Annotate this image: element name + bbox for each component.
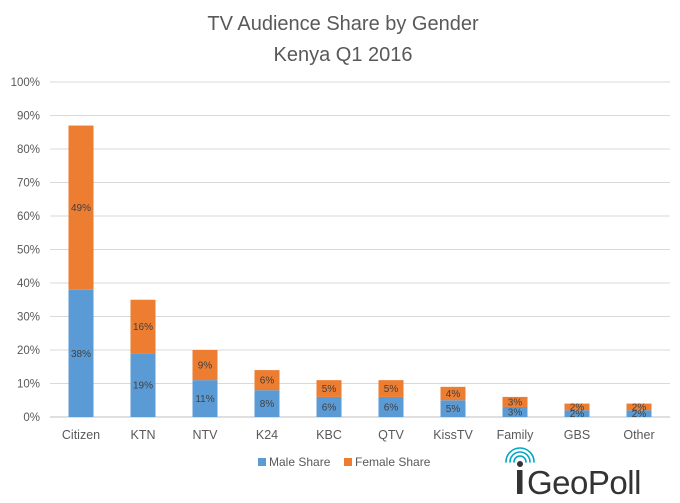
data-label: 6%: [384, 402, 399, 413]
x-category-label: Other: [623, 428, 654, 442]
bar-male-kisstv: [440, 400, 466, 417]
y-tick-label: 50%: [17, 245, 40, 257]
y-tick-label: 90%: [17, 111, 40, 123]
data-label: 5%: [322, 384, 337, 395]
bar-female-other: [626, 403, 652, 411]
y-tick-label: 40%: [17, 278, 40, 290]
legend-swatch-male: [258, 458, 266, 466]
data-label: 49%: [71, 203, 91, 214]
bar-female-ktn: [130, 299, 156, 354]
x-category-label: KBC: [316, 428, 342, 442]
data-label: 2%: [632, 402, 647, 413]
bar-male-gbs: [564, 410, 590, 417]
legend-label-female: Female Share: [355, 455, 431, 469]
data-label: 5%: [446, 404, 461, 415]
logo-text-rest: eoPoll: [552, 464, 641, 501]
data-label: 6%: [260, 376, 275, 387]
x-category-label: Citizen: [62, 428, 100, 442]
y-tick-label: 0%: [23, 412, 40, 424]
y-tick-label: 30%: [17, 312, 40, 324]
data-label: 2%: [632, 409, 647, 420]
bar-male-kbc: [316, 396, 342, 417]
geopoll-logo: GeoPoll: [505, 447, 641, 501]
chart-title-line-1: TV Audience Share by Gender: [207, 13, 479, 35]
x-category-label: Family: [497, 428, 535, 442]
bar-male-qtv: [378, 396, 404, 417]
legend-label-male: Male Share: [269, 455, 331, 469]
logo-letter-g: G: [527, 464, 552, 501]
y-tick-label: 10%: [17, 379, 40, 391]
bar-male-k24: [254, 390, 280, 417]
bar-male-citizen: [68, 289, 94, 417]
y-tick-label: 70%: [17, 178, 40, 190]
bars: 38%49%19%16%11%9%8%6%6%5%6%5%5%4%3%3%2%2…: [68, 125, 652, 420]
bar-male-ktn: [130, 353, 156, 417]
data-label: 3%: [508, 407, 523, 418]
logo-i-stem: [517, 470, 523, 494]
bar-female-ntv: [192, 350, 218, 381]
bar-female-kbc: [316, 380, 342, 397]
x-category-label: KissTV: [433, 428, 473, 442]
data-label: 8%: [260, 399, 275, 410]
y-tick-label: 100%: [11, 77, 40, 89]
bar-male-ntv: [192, 380, 218, 417]
data-label: 38%: [71, 349, 91, 360]
x-category-label: KTN: [131, 428, 156, 442]
chart-title-line-2: Kenya Q1 2016: [274, 44, 413, 66]
x-category-label: QTV: [378, 428, 404, 442]
y-tick-label: 60%: [17, 211, 40, 223]
bar-female-family: [502, 396, 528, 407]
data-label: 16%: [133, 322, 153, 333]
bar-female-kisstv: [440, 386, 466, 401]
y-tick-label: 80%: [17, 144, 40, 156]
data-label: 11%: [195, 394, 214, 405]
logo-wordmark: GeoPoll: [527, 464, 641, 501]
data-label: 3%: [508, 397, 523, 408]
data-label: 6%: [322, 402, 337, 413]
legend-swatch-female: [344, 458, 352, 466]
data-label: 19%: [133, 381, 153, 392]
bar-male-family: [502, 406, 528, 417]
data-label: 9%: [198, 361, 213, 372]
x-category-label: NTV: [193, 428, 219, 442]
data-label: 2%: [570, 409, 585, 420]
y-axis-tick-labels: 0% 10% 20% 30% 40% 50% 60% 70% 80% 90% 100%: [11, 77, 40, 424]
bar-female-qtv: [378, 380, 404, 397]
bar-female-gbs: [564, 403, 590, 411]
data-label: 2%: [570, 402, 585, 413]
legend: Male Share Female Share: [258, 455, 431, 469]
signal-waves-icon: [505, 447, 535, 463]
x-category-label: GBS: [564, 428, 590, 442]
bar-male-other: [626, 410, 652, 417]
x-category-label: K24: [256, 428, 278, 442]
logo-i-dot: [517, 461, 523, 467]
data-label: 4%: [446, 389, 461, 400]
y-tick-label: 20%: [17, 345, 40, 357]
bar-female-citizen: [68, 125, 94, 290]
data-label: 5%: [384, 384, 399, 395]
bar-female-k24: [254, 370, 280, 391]
x-axis-category-labels: Citizen KTN NTV K24 KBC QTV KissTV Family GBS Oth…: [62, 428, 655, 442]
